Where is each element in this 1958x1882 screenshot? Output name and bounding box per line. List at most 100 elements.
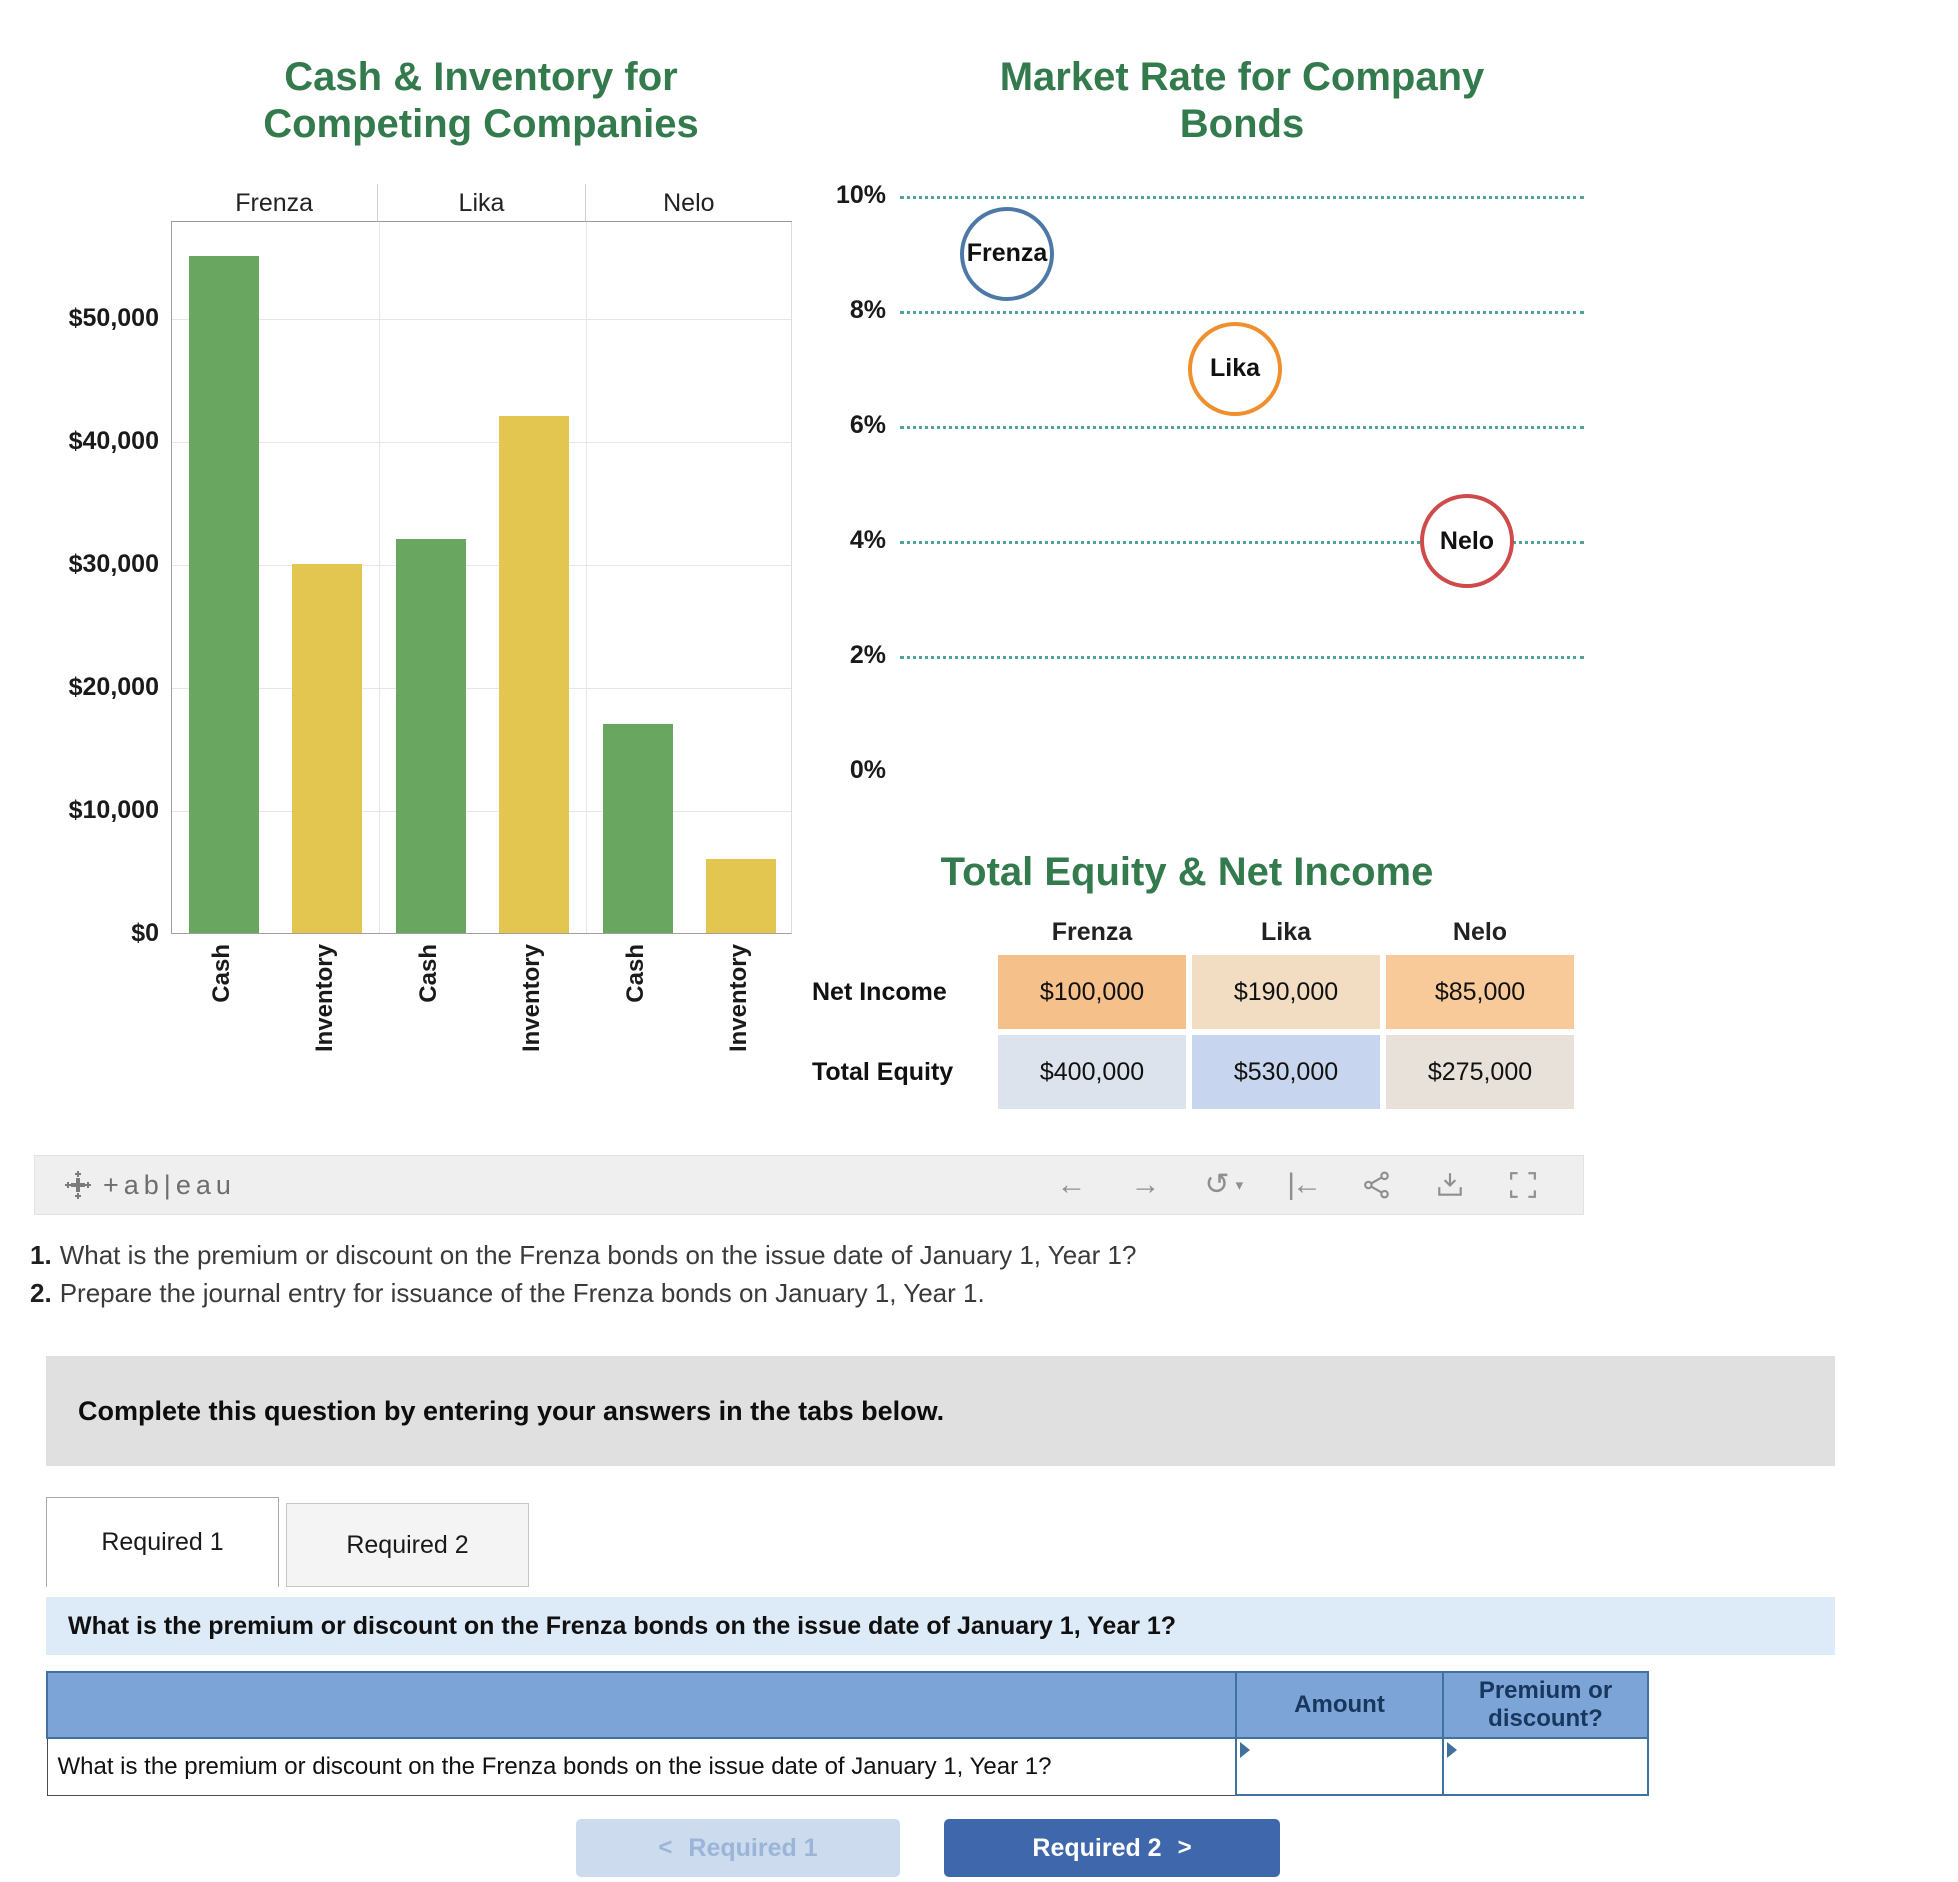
fullscreen-icon[interactable] (1509, 1171, 1537, 1199)
question-1-text: 1. What is the premium or discount on the… (30, 1240, 1136, 1271)
scatter-plot: Frenza Lika Nelo (900, 196, 1584, 771)
gridline (172, 442, 791, 443)
next-required-button[interactable]: Required 2 > (944, 1819, 1280, 1877)
amount-column-header: Amount (1235, 1671, 1444, 1739)
question-2-text: 2. Prepare the journal entry for issuance… (30, 1278, 985, 1309)
y-tick-label: 2% (849, 641, 886, 669)
toolbar-icons: ← → ↺ ▾ |← (1057, 1170, 1583, 1200)
y-tick-label: 0% (849, 756, 886, 784)
caret-down-icon[interactable]: ▾ (1235, 1176, 1244, 1194)
redo-icon[interactable]: → (1130, 1168, 1161, 1201)
x-label-inventory: Inventory (518, 944, 545, 1053)
answer-table-question-header (46, 1671, 1237, 1739)
equity-col-lika: Lika (1260, 917, 1312, 946)
scatter-point-label: Nelo (1439, 526, 1495, 555)
x-label-inventory: Inventory (311, 944, 338, 1053)
bar-lika-inventory[interactable] (499, 416, 569, 933)
net-income-nelo[interactable]: $85,000 (1386, 955, 1574, 1029)
bar-nelo-inventory[interactable] (706, 859, 776, 933)
scatter-point-label: Frenza (966, 239, 1048, 267)
scatter-point-label: Lika (1209, 354, 1261, 382)
column-header-lika[interactable]: Lika (378, 184, 586, 221)
column-header-frenza[interactable]: Frenza (171, 184, 379, 221)
required1-prompt-bar: What is the premium or discount on the F… (46, 1597, 1835, 1655)
answer-table: Amount Premium or discount? What is the … (46, 1671, 1649, 1796)
bar-chart-plot (171, 222, 792, 934)
total-equity-frenza[interactable]: $400,000 (998, 1035, 1186, 1109)
row-label-total-equity: Total Equity (812, 1057, 954, 1086)
download-icon[interactable] (1435, 1171, 1465, 1199)
tab-required-1[interactable]: Required 1 (46, 1497, 279, 1587)
total-equity-lika[interactable]: $530,000 (1192, 1035, 1380, 1109)
net-income-frenza[interactable]: $100,000 (998, 955, 1186, 1029)
cash-inventory-bar-chart: Cash & Inventory for Competing Companies… (55, 40, 825, 1130)
bar-chart-title: Cash & Inventory for Competing Companies (121, 54, 841, 148)
scatter-point-nelo[interactable]: Nelo (1420, 494, 1514, 588)
scatter-title-line2: Bonds (1179, 102, 1305, 147)
replay-glyph: ↺ (1204, 1168, 1230, 1201)
equity-net-income-section: Total Equity & Net Income Frenza Lika Ne… (800, 835, 1600, 1125)
tableau-logo: +ab|eau (63, 1170, 236, 1201)
premium-discount-input[interactable] (1444, 1739, 1647, 1794)
total-equity-nelo[interactable]: $275,000 (1386, 1035, 1574, 1109)
dotted-gridline (900, 426, 1584, 429)
gridline (172, 688, 791, 689)
y-tick-label: $40,000 (68, 427, 159, 455)
equity-table-title: Total Equity & Net Income (940, 850, 1434, 894)
y-tick-label: $10,000 (68, 796, 159, 824)
x-label-cash: Cash (208, 944, 235, 1003)
equity-corner-cell (812, 915, 992, 949)
scatter-title-line1: Market Rate for Company (999, 55, 1485, 99)
tab-required-2[interactable]: Required 2 (286, 1503, 529, 1587)
amount-input[interactable] (1237, 1739, 1442, 1794)
table-row: Total Equity $400,000 $530,000 $275,000 (812, 1035, 1574, 1109)
reset-icon[interactable]: |← (1287, 1168, 1322, 1201)
question-2-body: Prepare the journal entry for issuance o… (59, 1278, 985, 1308)
bar-chart-title-line2: Competing Companies (263, 102, 699, 147)
tableau-toolbar: +ab|eau ← → ↺ ▾ |← (34, 1155, 1584, 1215)
dotted-gridline (900, 311, 1584, 314)
dotted-gridline (900, 656, 1584, 659)
bar-lika-cash[interactable] (396, 539, 466, 933)
prev-required-button[interactable]: < Required 1 (576, 1819, 900, 1877)
share-icon[interactable] (1363, 1171, 1391, 1199)
gridline (172, 565, 791, 566)
scatter-point-lika[interactable]: Lika (1188, 321, 1282, 416)
y-tick-label: $20,000 (68, 673, 159, 701)
pane-divider (586, 222, 587, 933)
y-tick-label: $0 (131, 919, 159, 947)
question-2-number: 2. (30, 1278, 52, 1308)
equity-col-nelo: Nelo (1452, 917, 1508, 946)
instruction-banner: Complete this question by entering your … (46, 1356, 1835, 1466)
next-button-label: Required 2 (1032, 1833, 1162, 1862)
equity-col-frenza: Frenza (1051, 917, 1133, 946)
bar-frenza-inventory[interactable] (292, 564, 362, 933)
bar-nelo-cash[interactable] (603, 724, 673, 933)
amount-cell (1235, 1737, 1444, 1796)
scatter-point-frenza[interactable]: Frenza (960, 206, 1054, 301)
market-rate-scatter-chart: Market Rate for Company Bonds 10% 8% 6% … (800, 40, 1600, 820)
bar-frenza-cash[interactable] (189, 256, 259, 933)
premium-discount-cell (1442, 1737, 1649, 1796)
column-header-nelo[interactable]: Nelo (663, 189, 715, 217)
gridline (172, 319, 791, 320)
y-tick-label: 6% (849, 411, 886, 439)
required-tabs: Required 1 Required 2 (46, 1497, 529, 1587)
tableau-glyph-icon (65, 1171, 91, 1199)
x-label-cash: Cash (415, 944, 442, 1003)
chevron-right-icon: > (1177, 1834, 1192, 1861)
row-label-net-income: Net Income (812, 977, 947, 1006)
bar-chart-column-headers: Frenza Lika Nelo (171, 184, 792, 222)
table-row: What is the premium or discount on the F… (46, 1737, 1649, 1796)
tableau-wordmark: +ab|eau (103, 1169, 236, 1200)
undo-icon[interactable]: ← (1056, 1168, 1087, 1201)
premium-discount-column-header: Premium or discount? (1442, 1671, 1649, 1739)
replay-icon[interactable]: ↺ ▾ (1205, 1170, 1244, 1200)
answer-row-question: What is the premium or discount on the F… (46, 1737, 1237, 1796)
net-income-lika[interactable]: $190,000 (1192, 955, 1380, 1029)
x-label-inventory: Inventory (725, 944, 752, 1053)
x-label-cash: Cash (622, 944, 649, 1003)
question-1-number: 1. (30, 1240, 52, 1270)
question-1-body: What is the premium or discount on the F… (59, 1240, 1137, 1270)
